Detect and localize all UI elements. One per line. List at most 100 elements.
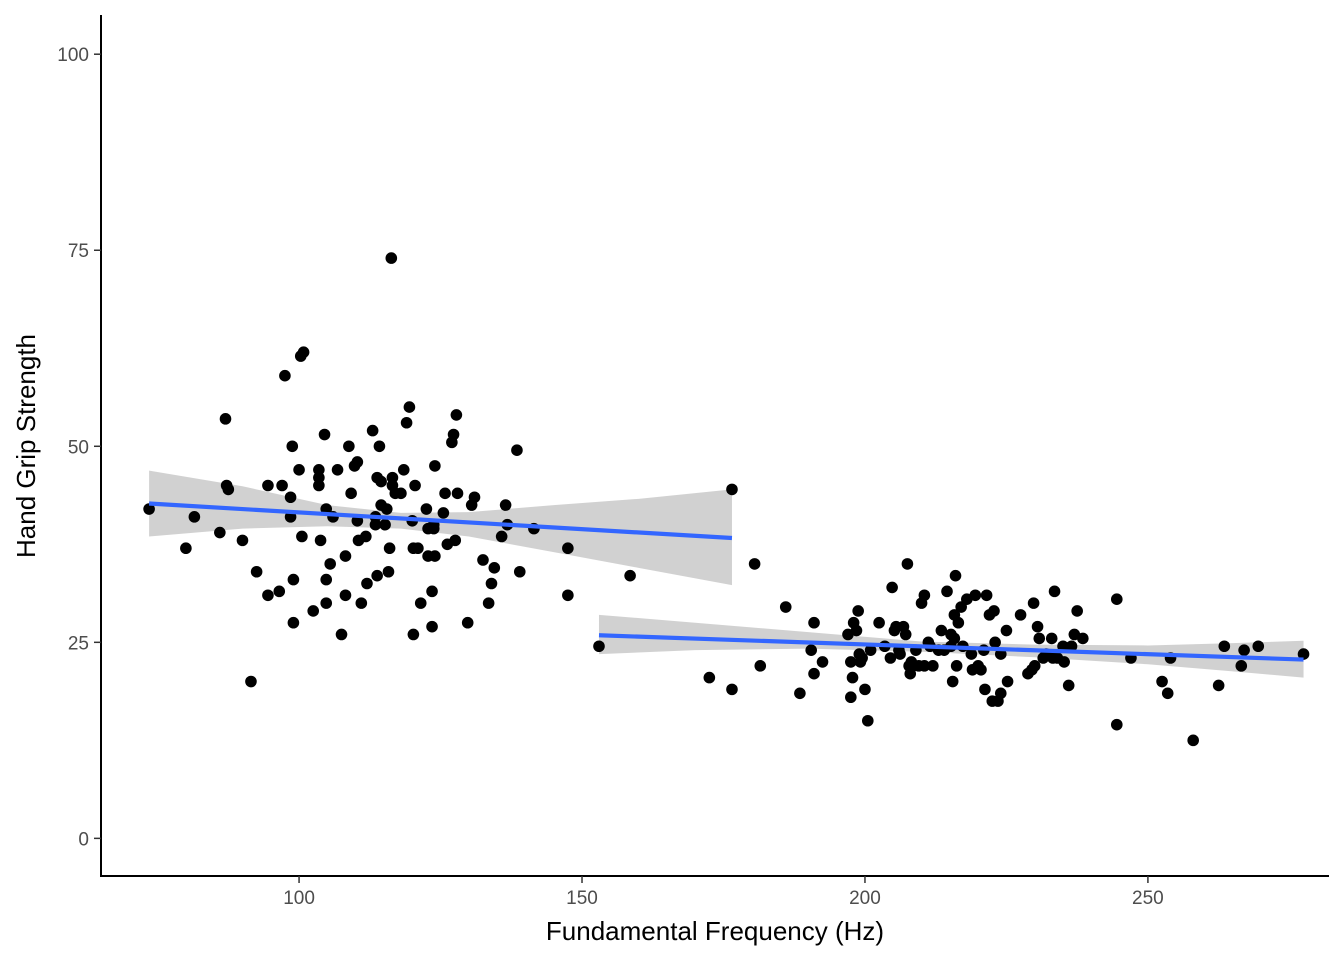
data-point <box>345 487 357 500</box>
data-point <box>222 483 235 496</box>
data-point <box>343 440 355 453</box>
data-point <box>1161 687 1174 700</box>
data-point <box>360 530 372 543</box>
data-point <box>808 667 820 680</box>
data-point <box>975 663 987 676</box>
data-point <box>989 636 1001 649</box>
data-point <box>369 518 382 531</box>
data-point <box>1058 656 1070 668</box>
data-point <box>499 499 512 511</box>
data-point <box>355 597 368 609</box>
data-point <box>1062 679 1075 692</box>
data-point <box>941 585 953 598</box>
data-point <box>846 671 859 684</box>
data-point <box>284 491 297 504</box>
x-tick-label: 100 <box>283 888 315 909</box>
data-point <box>808 616 820 629</box>
data-point <box>726 683 738 696</box>
data-point <box>414 597 427 609</box>
y-axis-title: Hand Grip Strength <box>11 334 41 558</box>
data-point <box>864 644 877 656</box>
data-point <box>1297 648 1310 660</box>
data-point <box>918 589 931 602</box>
y-tick-label: 100 <box>57 45 89 66</box>
data-point <box>366 424 379 437</box>
data-point <box>331 464 344 476</box>
data-point <box>273 585 286 598</box>
data-point <box>994 687 1007 700</box>
y-tick-label: 50 <box>68 437 89 458</box>
confidence-bands <box>149 470 1304 678</box>
data-point <box>236 534 249 547</box>
data-point <box>988 605 1000 617</box>
data-point <box>1045 632 1058 645</box>
data-point <box>351 456 364 468</box>
data-point <box>307 605 320 617</box>
data-point <box>1028 660 1041 672</box>
data-point <box>361 577 373 590</box>
data-point <box>748 558 761 570</box>
data-point <box>969 589 982 602</box>
data-point <box>339 589 352 602</box>
data-point <box>1077 632 1089 645</box>
data-point <box>948 632 961 645</box>
x-tick-label: 150 <box>566 888 598 909</box>
data-point <box>852 605 864 617</box>
data-point <box>1033 632 1046 645</box>
data-point <box>386 471 399 484</box>
data-point <box>451 487 464 500</box>
data-point <box>447 428 460 441</box>
x-tick-label: 250 <box>1132 888 1164 909</box>
x-axis-title: Fundamental Frequency (Hz) <box>546 916 884 946</box>
data-point <box>380 503 393 515</box>
data-point <box>219 413 232 425</box>
data-point <box>754 660 767 672</box>
data-point <box>297 346 310 358</box>
data-point <box>965 648 978 660</box>
confidence-band-1 <box>149 470 732 586</box>
data-point <box>420 503 433 515</box>
data-point <box>375 475 387 488</box>
y-axis-ticks: 0 25 50 75 100 <box>57 45 101 850</box>
data-point <box>562 589 574 602</box>
data-point <box>426 620 438 633</box>
data-point <box>1212 679 1225 692</box>
data-point <box>845 656 857 668</box>
data-point <box>894 648 906 660</box>
data-point <box>250 565 263 578</box>
data-point <box>980 589 993 602</box>
data-point <box>884 652 897 664</box>
data-point <box>1110 718 1123 731</box>
data-point <box>513 565 526 578</box>
data-point <box>861 714 874 727</box>
data-point <box>335 628 348 641</box>
data-point <box>805 644 818 656</box>
data-point <box>1235 660 1248 672</box>
data-point <box>437 507 450 519</box>
data-point <box>286 440 299 453</box>
data-point <box>373 440 386 453</box>
data-point <box>287 573 300 586</box>
regression-line-1 <box>148 501 733 541</box>
data-point <box>950 660 963 672</box>
data-points <box>143 252 1310 747</box>
data-point <box>1031 620 1044 633</box>
data-point <box>429 460 441 472</box>
data-point <box>873 616 885 629</box>
data-point <box>379 518 391 531</box>
data-point <box>287 616 300 629</box>
data-point <box>313 479 325 492</box>
data-point <box>927 660 939 672</box>
data-point <box>899 628 912 641</box>
regression-lines <box>148 501 1304 662</box>
data-point <box>450 409 463 421</box>
data-point <box>188 511 201 523</box>
data-point <box>477 554 489 566</box>
data-point <box>409 479 421 492</box>
data-point <box>318 428 331 441</box>
data-point <box>794 687 806 700</box>
data-point <box>1048 585 1061 598</box>
data-point <box>320 597 333 609</box>
data-point <box>429 550 441 562</box>
